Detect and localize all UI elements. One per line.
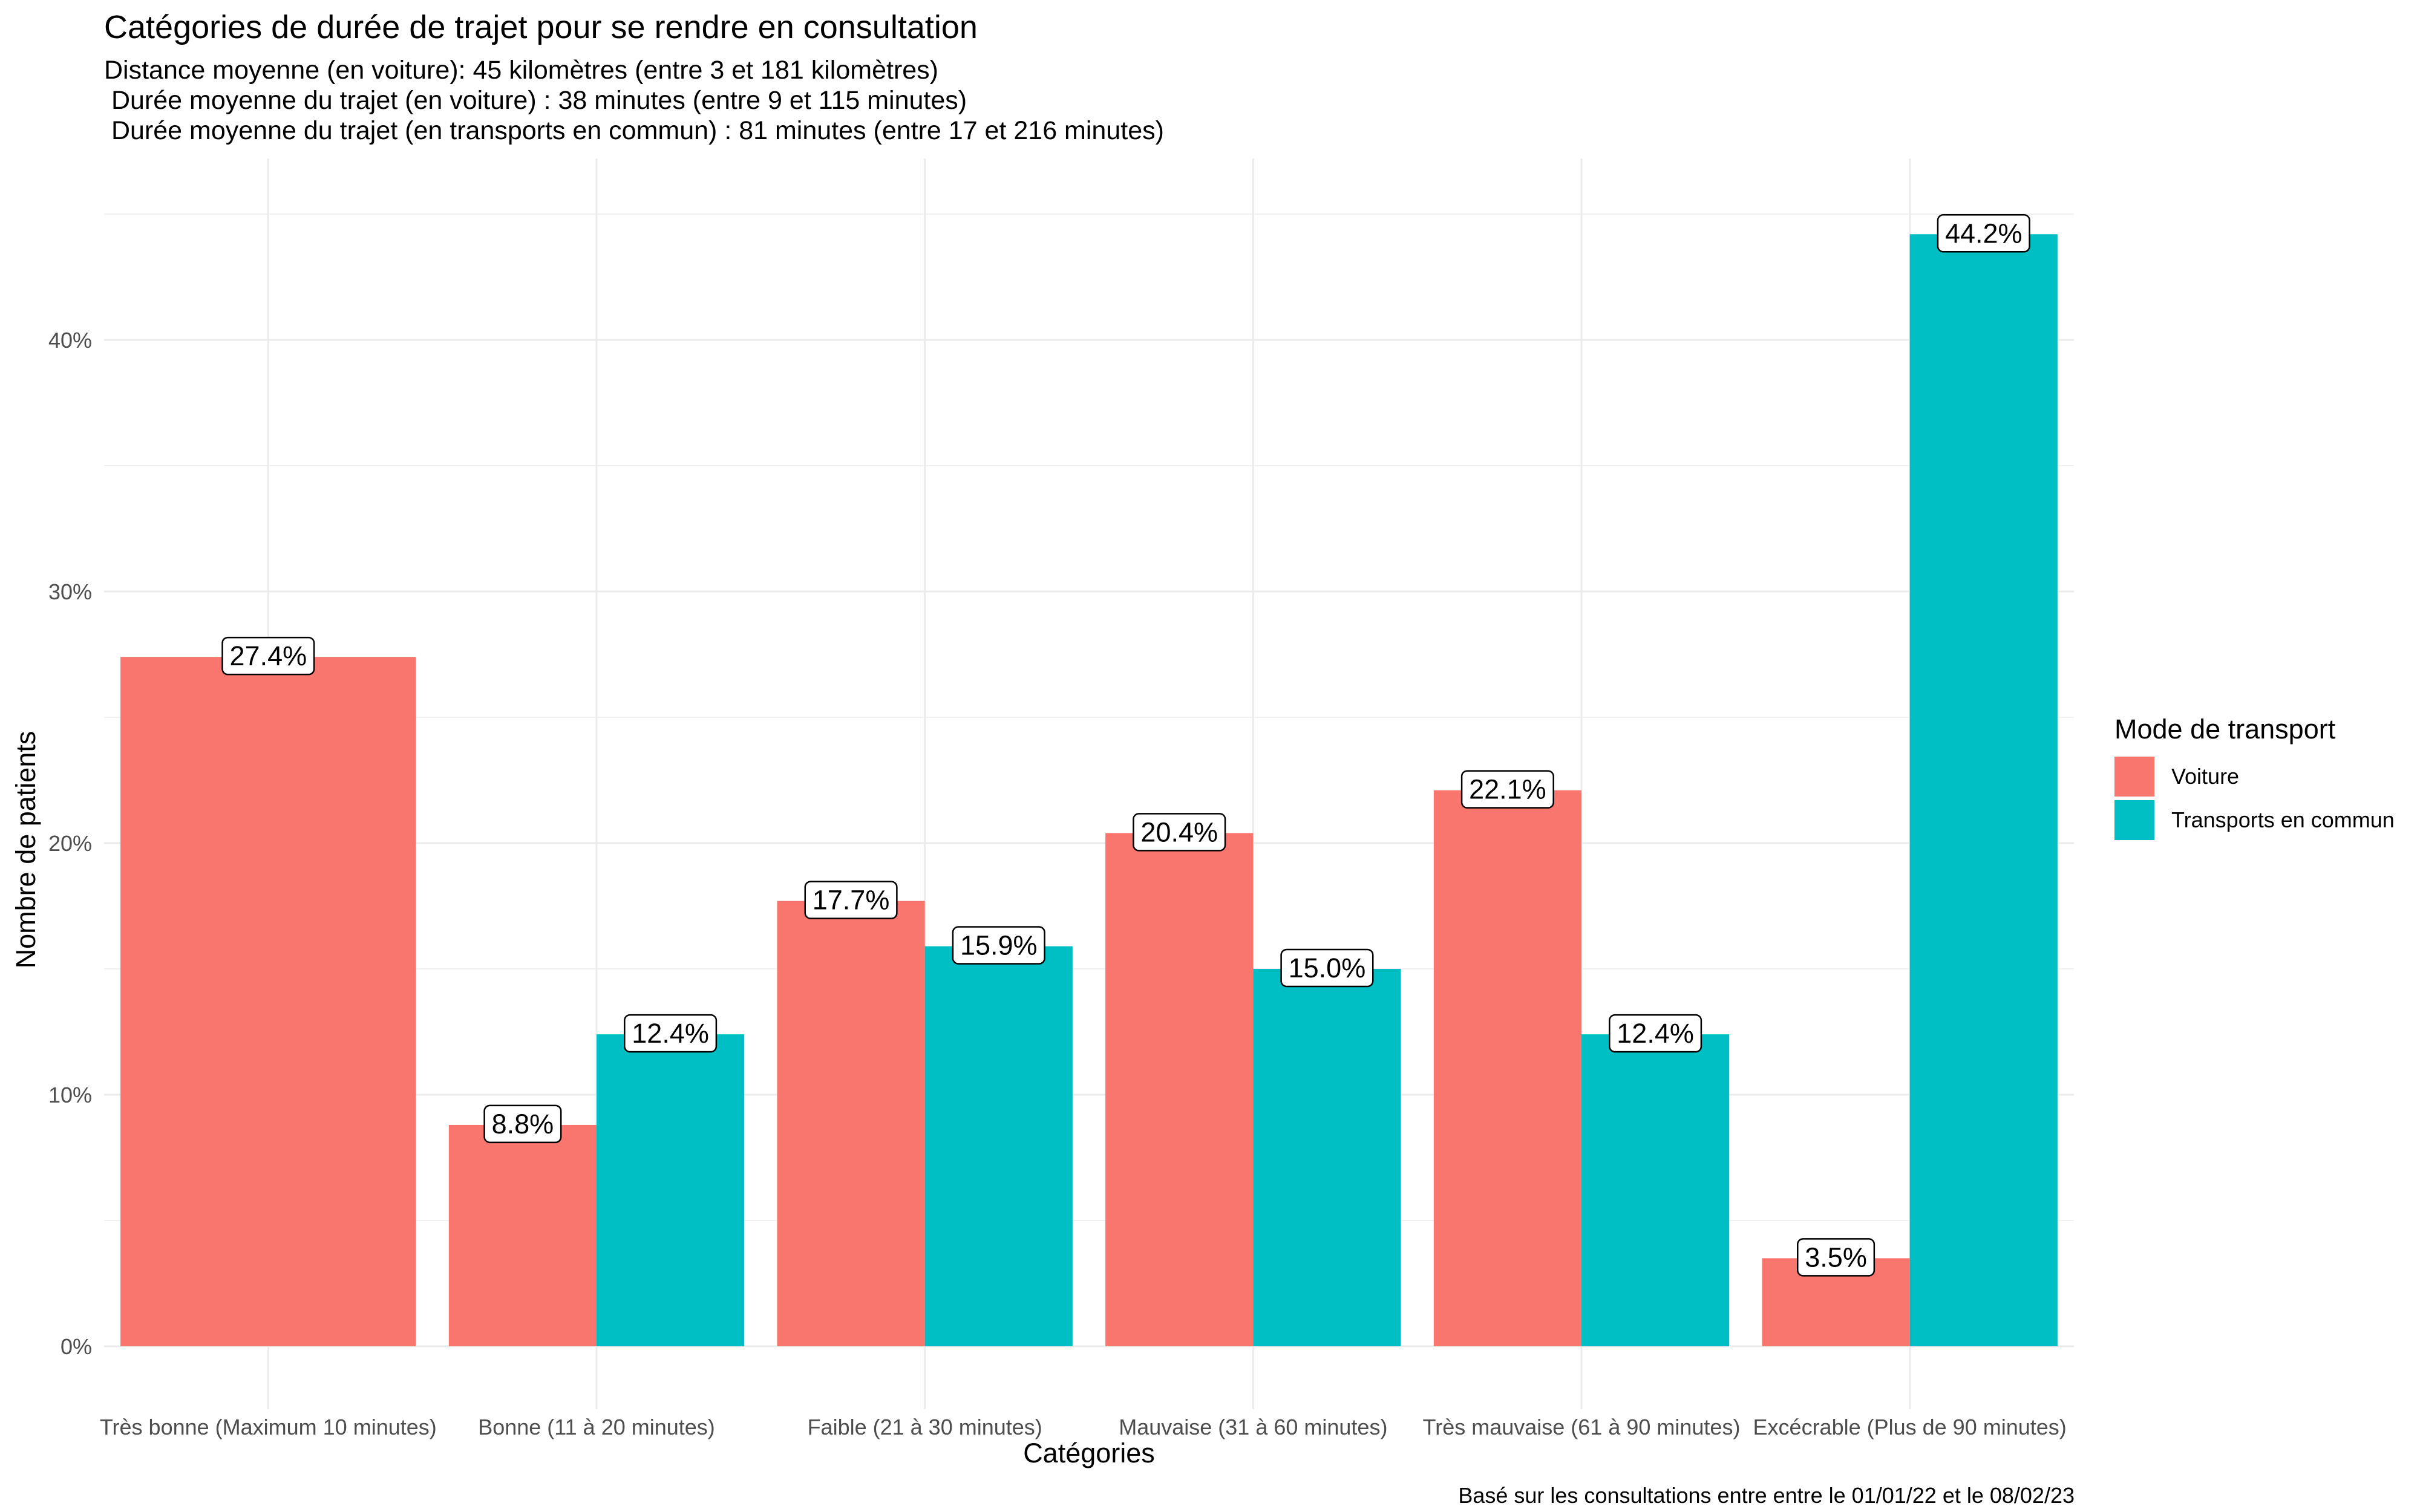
y-tick-label: 20% bbox=[48, 831, 92, 856]
data-label-text: 15.0% bbox=[1289, 953, 1366, 983]
data-label-voiture: 17.7% bbox=[804, 881, 898, 919]
data-label-transports: 12.4% bbox=[624, 1014, 718, 1053]
data-label-box bbox=[1797, 1238, 1876, 1277]
data-label-voiture: 8.8% bbox=[483, 1104, 562, 1144]
data-label-text: 12.4% bbox=[1617, 1018, 1694, 1049]
subtitle-line-2: Durée moyenne du trajet (en voiture) : 3… bbox=[104, 86, 967, 115]
bar-voiture bbox=[777, 901, 925, 1346]
data-label-box bbox=[221, 636, 315, 676]
data-label-text: 27.4% bbox=[230, 640, 307, 671]
bar-voiture bbox=[1433, 790, 1581, 1346]
chart-title: Catégories de durée de trajet pour se re… bbox=[104, 9, 978, 45]
x-tick-label: Très mauvaise (61 à 90 minutes) bbox=[1423, 1415, 1741, 1439]
data-labels: 27.4% 8.8% 12.4% 17.7% 15.9% 20.4% 15.0% 22.1% 1… bbox=[221, 214, 2030, 1277]
x-tick-label: Très bonne (Maximum 10 minutes) bbox=[100, 1415, 437, 1439]
data-label-box bbox=[624, 1014, 718, 1053]
y-tick-label: 0% bbox=[60, 1334, 92, 1359]
data-label-text: 12.4% bbox=[632, 1018, 709, 1049]
bar-voiture bbox=[120, 657, 416, 1346]
legend: Mode de transport Voiture Transports en … bbox=[2114, 714, 2395, 842]
x-tick-label: Mauvaise (31 à 60 minutes) bbox=[1119, 1415, 1387, 1439]
data-label-box bbox=[804, 881, 898, 919]
data-label-voiture: 27.4% bbox=[221, 636, 315, 676]
data-label-box bbox=[1609, 1014, 1702, 1053]
data-label-transports: 12.4% bbox=[1609, 1014, 1702, 1053]
legend-item-voiture: Voiture bbox=[2114, 755, 2395, 798]
bar-voiture bbox=[1105, 833, 1254, 1346]
caption: Basé sur les consultations entre entre l… bbox=[1458, 1483, 2075, 1508]
y-axis-label: Nombre de patients bbox=[10, 731, 41, 969]
x-tick-label: Faible (21 à 30 minutes) bbox=[808, 1415, 1042, 1439]
data-label-transports: 44.2% bbox=[1937, 214, 2030, 253]
data-label-voiture: 22.1% bbox=[1460, 770, 1554, 809]
bars bbox=[120, 234, 2058, 1346]
data-label-text: 3.5% bbox=[1805, 1242, 1867, 1272]
grid-minor bbox=[104, 213, 2074, 1221]
x-tick-label: Excécrable (Plus de 90 minutes) bbox=[1753, 1415, 2067, 1439]
legend-title: Mode de transport bbox=[2114, 714, 2336, 745]
data-label-text: 15.9% bbox=[960, 930, 1038, 961]
subtitle-line-3: Durée moyenne du trajet (en transports e… bbox=[104, 116, 1164, 145]
data-label-transports: 15.9% bbox=[952, 926, 1045, 965]
bar-transports bbox=[1253, 969, 1401, 1346]
data-label-box bbox=[483, 1104, 562, 1144]
x-tick-labels: Très bonne (Maximum 10 minutes) Bonne (11… bbox=[100, 1415, 2067, 1439]
data-label-text: 17.7% bbox=[813, 885, 890, 916]
x-axis-label: Catégories bbox=[1023, 1438, 1155, 1468]
data-label-text: 22.1% bbox=[1469, 774, 1546, 805]
data-label-transports: 15.0% bbox=[1280, 948, 1374, 988]
bar-transports bbox=[1909, 234, 2058, 1346]
bar-voiture bbox=[448, 1124, 597, 1346]
x-tick-label: Bonne (11 à 20 minutes) bbox=[478, 1415, 715, 1439]
subtitle-line-1: Distance moyenne (en voiture): 45 kilomè… bbox=[104, 56, 939, 85]
bar-transports bbox=[924, 946, 1073, 1346]
data-label-box bbox=[1280, 948, 1374, 988]
y-tick-label: 40% bbox=[48, 328, 92, 353]
y-tick-label: 30% bbox=[48, 579, 92, 604]
legend-label-voiture: Voiture bbox=[2171, 764, 2240, 789]
data-label-box bbox=[1460, 770, 1554, 809]
bar-transports bbox=[597, 1034, 745, 1346]
legend-key-voiture bbox=[2114, 757, 2154, 797]
data-label-box bbox=[1937, 214, 2030, 253]
data-label-text: 44.2% bbox=[1945, 218, 2023, 249]
data-label-text: 20.4% bbox=[1140, 816, 1218, 847]
data-label-box bbox=[1133, 813, 1226, 852]
data-label-box bbox=[952, 926, 1045, 965]
data-label-text: 8.8% bbox=[492, 1109, 554, 1139]
data-label-voiture: 3.5% bbox=[1797, 1238, 1876, 1277]
legend-item-transports: Transports en commun bbox=[2114, 798, 2395, 842]
y-tick-labels: 0% 10% 20% 30% 40% bbox=[48, 328, 92, 1359]
legend-key-transports bbox=[2114, 800, 2154, 840]
y-tick-label: 10% bbox=[48, 1083, 92, 1107]
data-label-voiture: 20.4% bbox=[1133, 813, 1226, 852]
bar-transports bbox=[1581, 1034, 1730, 1346]
legend-label-transports: Transports en commun bbox=[2171, 807, 2395, 832]
